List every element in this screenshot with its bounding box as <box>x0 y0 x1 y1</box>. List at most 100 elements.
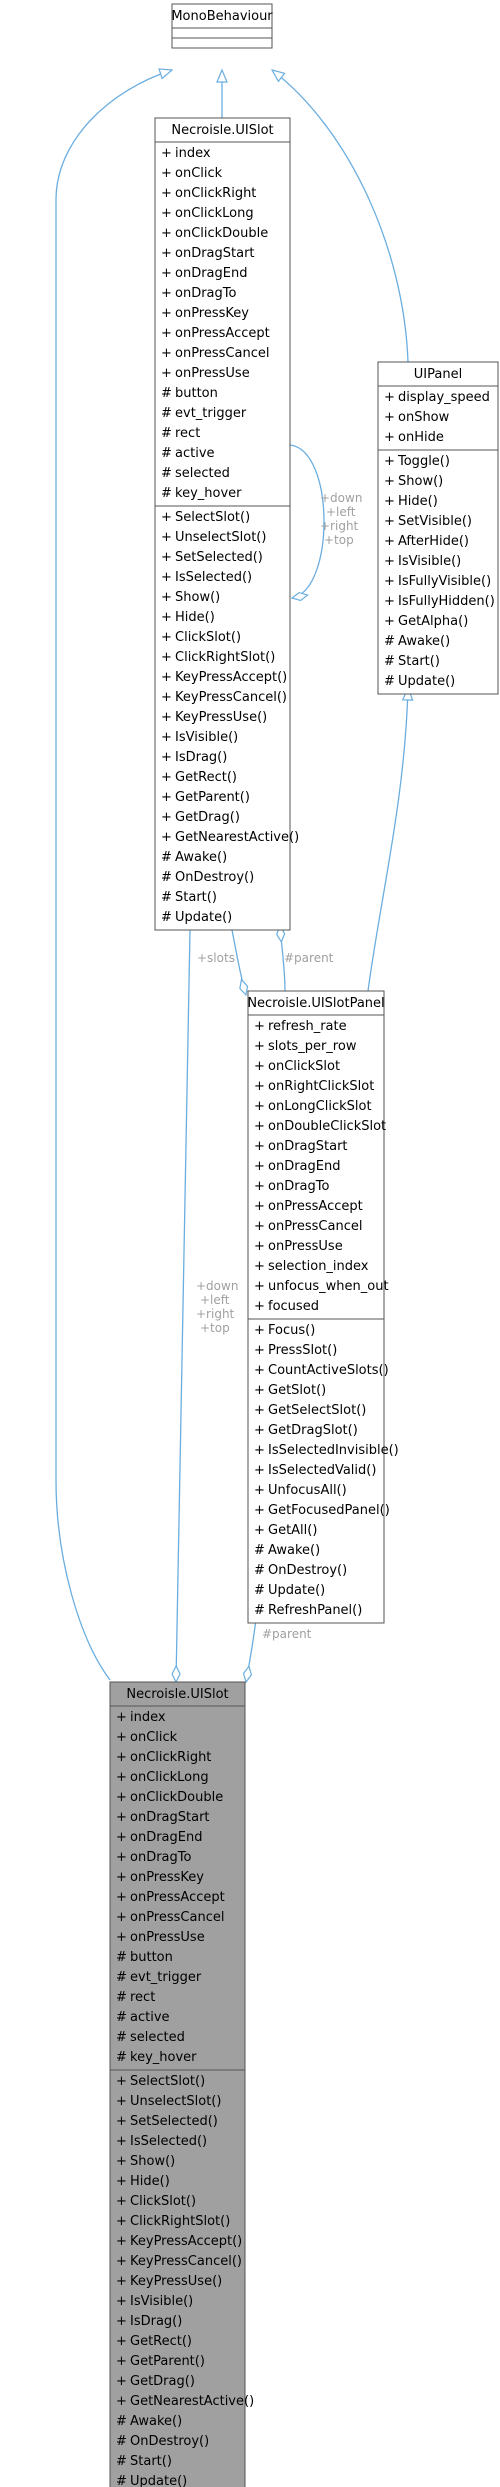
uislot_top-methods-item[interactable]: IsVisible() <box>175 730 238 745</box>
uislot_bottom-methods-item[interactable]: KeyPressAccept() <box>130 2234 242 2249</box>
uipanel-attributes-item[interactable]: display_speed <box>398 390 490 405</box>
uislotpanel-methods-item[interactable]: CountActiveSlots() <box>268 1363 389 1378</box>
uislot_top-methods-item[interactable]: GetDrag() <box>175 810 240 825</box>
uislot_bottom-attributes-item[interactable]: onPressAccept <box>130 1890 225 1905</box>
uislot_bottom-attributes-item[interactable]: onClickRight <box>130 1750 211 1765</box>
uislot_bottom-methods-item[interactable]: Awake() <box>130 2414 182 2429</box>
uislotpanel-methods-item[interactable]: GetAll() <box>268 1523 317 1538</box>
class-uislotpanel[interactable]: Necroisle.UISlotPanel+ refresh_rate+ slots… <box>247 990 399 1624</box>
uislot_bottom-methods-item[interactable]: SetSelected() <box>130 2114 218 2129</box>
uislot_bottom-methods-item[interactable]: OnDestroy() <box>130 2434 209 2449</box>
class-uislot[interactable]: Necroisle.UISlot+ index+ onClick+ onClickRi… <box>154 117 299 931</box>
uislot_top-attributes-item[interactable]: onDragStart <box>175 246 255 261</box>
uislotpanel-attributes-item[interactable]: onPressUse <box>268 1239 343 1254</box>
uislotpanel-methods-item[interactable]: RefreshPanel() <box>268 1603 362 1618</box>
uislot_bottom-methods-item[interactable]: IsSelected() <box>130 2134 207 2149</box>
uipanel-methods-item[interactable]: IsFullyHidden() <box>398 594 495 609</box>
uislot_bottom-methods-item[interactable]: Hide() <box>130 2174 170 2189</box>
uislot_top-attributes-item[interactable]: onPressUse <box>175 366 250 381</box>
uislotpanel-attributes-item[interactable]: focused <box>268 1299 319 1314</box>
uislotpanel-attributes-item[interactable]: slots_per_row <box>268 1039 357 1054</box>
uislot_top-methods-item[interactable]: IsSelected() <box>175 570 252 585</box>
uislot_bottom-methods-item[interactable]: SelectSlot() <box>130 2074 205 2089</box>
uipanel-methods-item[interactable]: GetAlpha() <box>398 614 468 629</box>
uislot_bottom-attributes-item[interactable]: evt_trigger <box>130 1970 202 1985</box>
uislot_top-attributes-item[interactable]: onPressCancel <box>175 346 269 361</box>
uislot_top-methods-item[interactable]: OnDestroy() <box>175 870 254 885</box>
uislot_bottom-methods-item[interactable]: Show() <box>130 2154 175 2169</box>
uipanel-methods-item[interactable]: Toggle() <box>397 454 450 469</box>
uislot_top-methods-item[interactable]: Update() <box>175 910 232 925</box>
uislot_top-attributes-item[interactable]: evt_trigger <box>175 406 247 421</box>
uipanel-methods-item[interactable]: Show() <box>398 474 443 489</box>
uislotpanel-methods-item[interactable]: GetSlot() <box>268 1383 326 1398</box>
uislotpanel-attributes-item[interactable]: onDragEnd <box>268 1159 340 1174</box>
uislot_top-methods-item[interactable]: UnselectSlot() <box>175 530 266 545</box>
uislot_top-methods-item[interactable]: ClickSlot() <box>175 630 241 645</box>
uislot_top-attributes-item[interactable]: index <box>175 146 211 161</box>
class-uipanel[interactable]: UIPanel+ display_speed+ onShow+ onHide+ Togg… <box>377 361 499 695</box>
uislot_bottom-attributes-item[interactable]: button <box>130 1950 173 1965</box>
uislot_bottom-attributes-item[interactable]: onPressCancel <box>130 1910 224 1925</box>
uislot_bottom-methods-item[interactable]: Start() <box>130 2454 172 2469</box>
uipanel-methods-item[interactable]: Start() <box>398 654 440 669</box>
uislotpanel-methods-item[interactable]: PressSlot() <box>268 1343 337 1358</box>
uislot_top-attributes-item[interactable]: active <box>175 446 215 461</box>
uislot_top-attributes-item[interactable]: onClickDouble <box>175 226 268 241</box>
uipanel-methods-item[interactable]: Awake() <box>398 634 450 649</box>
uislotpanel-attributes-item[interactable]: refresh_rate <box>268 1019 347 1034</box>
uislotpanel-attributes-item[interactable]: onDoubleClickSlot <box>268 1119 386 1134</box>
uislot_bottom-attributes-item[interactable]: index <box>130 1710 166 1725</box>
uislot_top-methods-item[interactable]: Hide() <box>175 610 215 625</box>
uislot_top-methods-item[interactable]: IsDrag() <box>175 750 227 765</box>
uislot_bottom-methods-item[interactable]: KeyPressUse() <box>130 2274 222 2289</box>
uislot_top-methods-item[interactable]: Show() <box>175 590 220 605</box>
uislotpanel-attributes-item[interactable]: onLongClickSlot <box>268 1099 372 1114</box>
uislot_top-attributes-item[interactable]: onPressAccept <box>175 326 270 341</box>
uislotpanel-methods-item[interactable]: Update() <box>268 1583 325 1598</box>
class-uislot-highlighted[interactable]: Necroisle.UISlot+ index+ onClick+ onClickRi… <box>109 1681 254 2487</box>
uislotpanel-attributes-item[interactable]: onRightClickSlot <box>268 1079 374 1094</box>
uislotpanel-methods-item[interactable]: Focus() <box>268 1323 315 1338</box>
uislot_top-methods-item[interactable]: Start() <box>175 890 217 905</box>
uislot_bottom-attributes-item[interactable]: onPressKey <box>130 1870 204 1885</box>
uislot_bottom-attributes-item[interactable]: selected <box>130 2030 185 2045</box>
uislot_bottom-methods-item[interactable]: GetParent() <box>130 2354 205 2369</box>
uislot_top-methods-item[interactable]: GetParent() <box>175 790 250 805</box>
uislotpanel-attributes-item[interactable]: onDragTo <box>268 1179 329 1194</box>
uislot_bottom-methods-item[interactable]: ClickRightSlot() <box>130 2214 230 2229</box>
uislot_top-attributes-item[interactable]: rect <box>175 426 200 441</box>
uislot_bottom-attributes-item[interactable]: onDragStart <box>130 1810 210 1825</box>
uislotpanel-attributes-item[interactable]: onDragStart <box>268 1139 348 1154</box>
uislot_bottom-attributes-item[interactable]: onDragTo <box>130 1850 191 1865</box>
uislot_bottom-attributes-item[interactable]: onPressUse <box>130 1930 205 1945</box>
uislotpanel-methods-item[interactable]: GetDragSlot() <box>268 1423 358 1438</box>
uislotpanel-methods-item[interactable]: OnDestroy() <box>268 1563 347 1578</box>
uislot_top-methods-item[interactable]: SelectSlot() <box>175 510 250 525</box>
uislotpanel-attributes-item[interactable]: onClickSlot <box>268 1059 340 1074</box>
uipanel-methods-item[interactable]: Hide() <box>398 494 438 509</box>
uipanel-attributes-item[interactable]: onShow <box>398 410 450 425</box>
uislot_bottom-methods-item[interactable]: KeyPressCancel() <box>130 2254 242 2269</box>
uislot_bottom-attributes-item[interactable]: onClickLong <box>130 1770 209 1785</box>
uislotpanel-methods-item[interactable]: UnfocusAll() <box>268 1483 347 1498</box>
uislot_top-methods-item[interactable]: KeyPressUse() <box>175 710 267 725</box>
uislot_top-methods-item[interactable]: Awake() <box>175 850 227 865</box>
uislot_bottom-methods-item[interactable]: GetDrag() <box>130 2374 195 2389</box>
uislot_top-methods-item[interactable]: SetSelected() <box>175 550 263 565</box>
uislotpanel-attributes-item[interactable]: onPressCancel <box>268 1219 362 1234</box>
uislotpanel-attributes-item[interactable]: selection_index <box>268 1259 369 1274</box>
uislot_top-methods-item[interactable]: GetRect() <box>175 770 237 785</box>
uipanel-methods-item[interactable]: AfterHide() <box>398 534 469 549</box>
uislot_bottom-attributes-item[interactable]: onClickDouble <box>130 1790 223 1805</box>
uislot_bottom-methods-item[interactable]: IsDrag() <box>130 2314 182 2329</box>
uislot_bottom-methods-item[interactable]: ClickSlot() <box>130 2194 196 2209</box>
uislotpanel-attributes-item[interactable]: unfocus_when_out <box>268 1279 389 1294</box>
uislot_bottom-methods-item[interactable]: IsVisible() <box>130 2294 193 2309</box>
uislot_top-attributes-item[interactable]: onClick <box>175 166 223 181</box>
uipanel-attributes-item[interactable]: onHide <box>398 430 444 445</box>
uislot_top-attributes-item[interactable]: onDragEnd <box>175 266 247 281</box>
uislot_top-attributes-item[interactable]: key_hover <box>175 486 242 501</box>
uislot_bottom-attributes-item[interactable]: rect <box>130 1990 155 2005</box>
uipanel-methods-item[interactable]: IsVisible() <box>398 554 461 569</box>
